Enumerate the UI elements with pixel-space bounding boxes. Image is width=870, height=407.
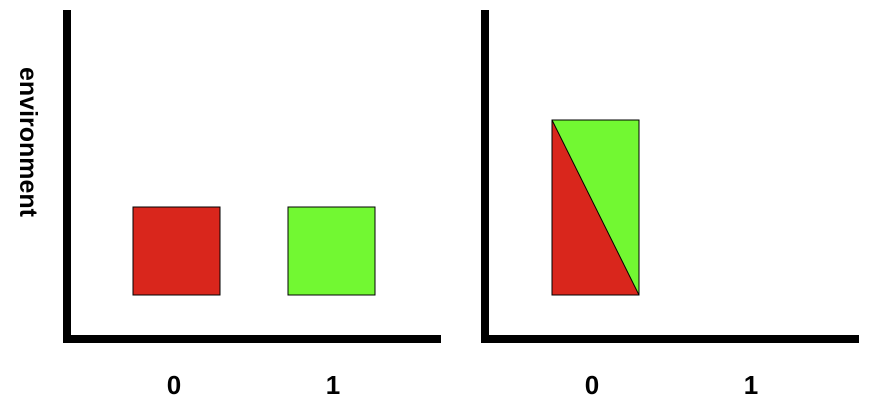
y-axis-label: environment — [14, 67, 42, 218]
right-bar-outline — [551, 119, 640, 296]
left-tick-label: 0 — [167, 370, 181, 400]
right-tick-label: 1 — [744, 370, 758, 400]
left-panel: 0 1 — [63, 10, 441, 400]
right-bar-diagonal — [551, 119, 640, 296]
right-panel: 0 1 — [481, 10, 859, 400]
left-tick-label: 1 — [326, 370, 340, 400]
left-green-square — [287, 206, 376, 296]
right-tick-label: 0 — [585, 370, 599, 400]
left-red-square — [132, 206, 221, 296]
